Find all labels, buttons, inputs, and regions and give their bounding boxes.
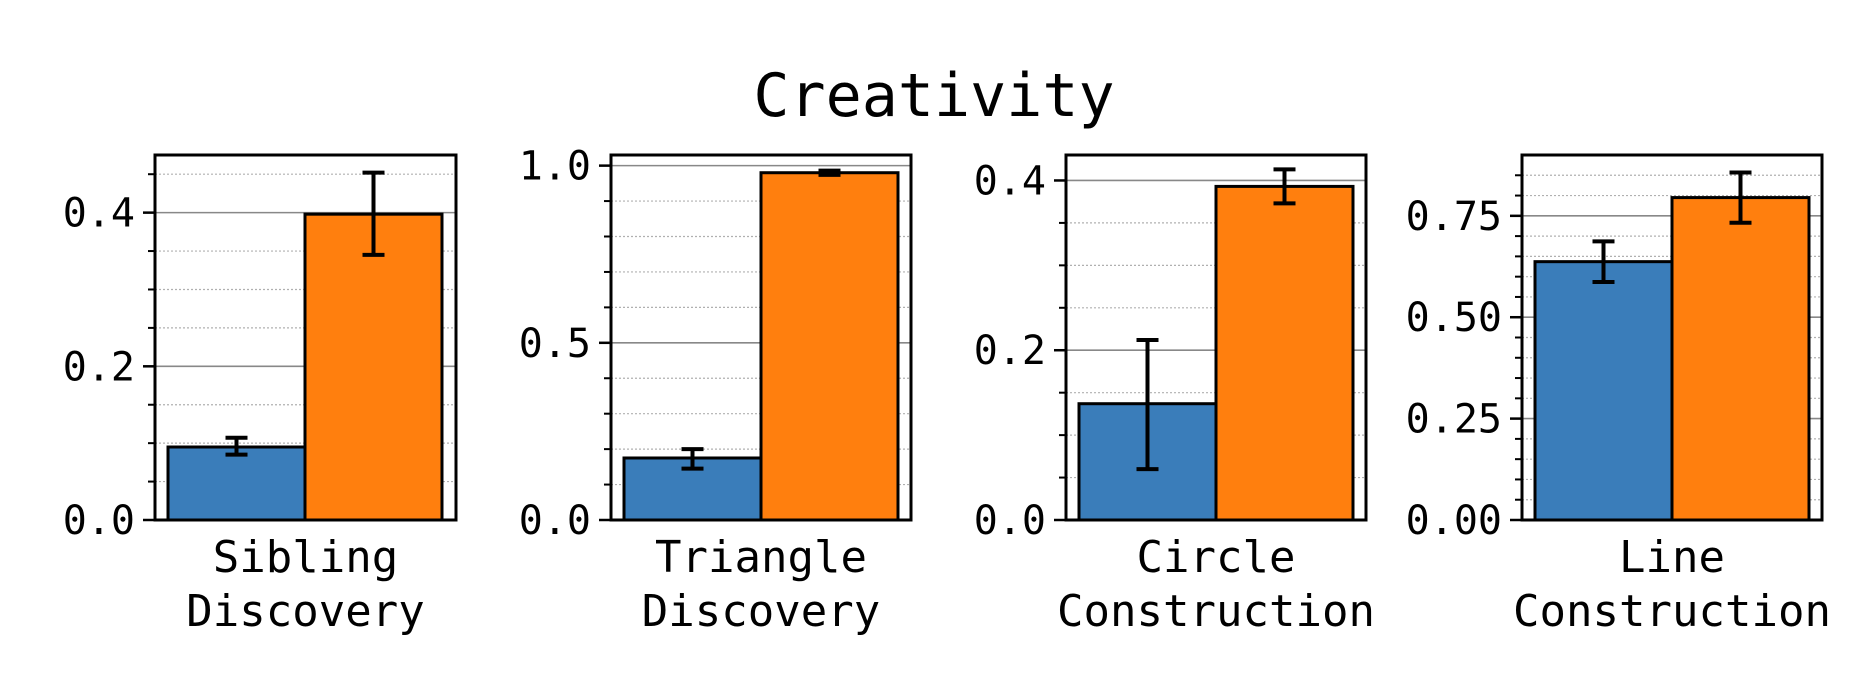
y-tick-label: 0.4 [974,158,1046,204]
y-tick-label: 0.00 [1406,498,1502,544]
y-tick-label: 0.0 [519,498,591,544]
y-tick-label: 0.4 [63,191,135,237]
y-tick-label: 0.50 [1406,295,1502,341]
axes-frame [153,153,458,522]
axes-frame [1064,153,1368,522]
y-tick-label: 0.25 [1406,397,1502,443]
x-label-line: Sibling [213,532,398,583]
axes-frame [609,153,913,522]
bar-orange [1214,184,1355,522]
x-label-line: Discovery [186,586,424,637]
axes-frame [1520,153,1824,522]
bar-orange [759,171,900,522]
figure-title: Creativity [753,61,1114,131]
x-label-line: Discovery [642,586,880,637]
y-tick-label: 0.0 [63,498,135,544]
chart-panels: 0.00.20.4SiblingDiscovery0.00.51.0Triang… [63,144,1831,637]
y-tick-label: 0.0 [974,498,1046,544]
x-label-line: Construction [1057,586,1375,637]
y-tick-label: 0.75 [1406,194,1502,240]
x-label-line: Circle [1137,532,1296,583]
bar-blue [1533,260,1674,522]
y-tick-label: 1.0 [519,144,591,190]
y-tick-label: 0.2 [63,344,135,390]
y-tick-label: 0.5 [519,321,591,367]
bar-blue [166,445,307,522]
bar-orange [303,212,444,522]
x-label-line: Triangle [655,532,867,583]
x-label-line: Construction [1513,586,1831,637]
x-label-line: Line [1619,532,1725,583]
bar-orange [1670,196,1811,522]
y-tick-label: 0.2 [974,328,1046,374]
